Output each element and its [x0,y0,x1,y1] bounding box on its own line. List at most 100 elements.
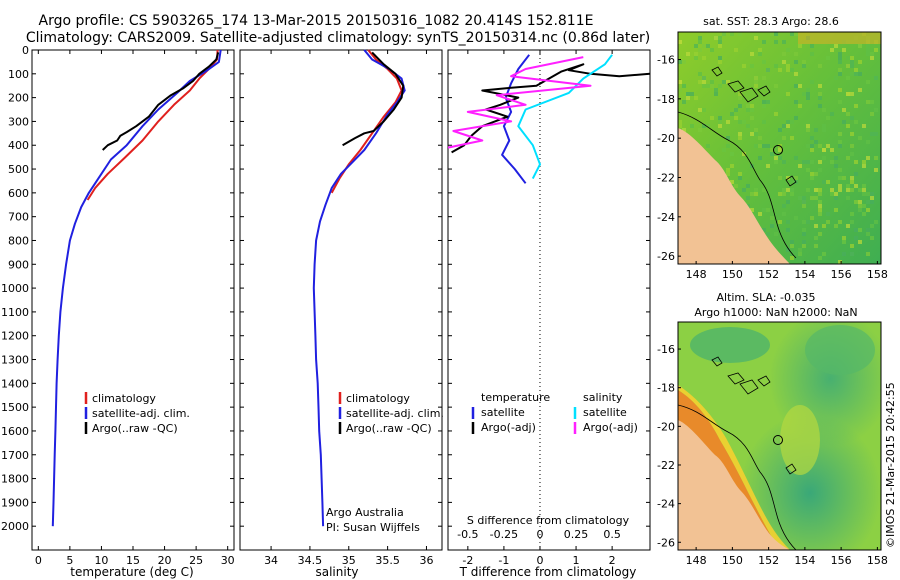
sst-pixel [762,208,766,212]
sst-argo-marker [773,145,783,155]
sst-pixel [802,220,806,224]
sst-pixel [706,144,710,148]
sst-pixel [702,80,706,84]
sst-pixel [870,100,874,104]
sst-pixel [810,216,814,220]
sst-pixel [858,88,862,92]
sst-pixel [818,168,822,172]
sst-pixel [750,64,754,68]
sst-pixel [686,92,690,96]
sst-pixel [766,208,770,212]
sst-pixel [762,76,766,80]
lon-tick-label: 156 [831,554,852,567]
sst-map-title: sat. SST: 28.3 Argo: 28.6 [703,15,839,28]
sst-pixel [814,172,818,176]
lat-tick-label: -20 [657,420,675,433]
sst-pixel [702,108,706,112]
sst-pixel [694,56,698,60]
lat-tick-label: -16 [657,343,675,356]
sst-pixel [798,84,802,88]
x-tick-label: -1 [498,554,509,567]
sst-pixel [750,104,754,108]
sst-pixel [766,232,770,236]
sst-pixel [818,204,822,208]
x-tick-label: 30 [221,554,235,567]
sst-pixel [858,200,862,204]
sst-pixel [866,140,870,144]
sst-pixel [810,148,814,152]
sst-pixel [858,188,862,192]
sst-pixel [814,244,818,248]
sst-pixel [810,172,814,176]
sst-pixel [818,96,822,100]
sst-pixel [802,232,806,236]
sst-pixel [782,52,786,56]
sst-pixel [762,120,766,124]
diff-legend-salinity-title: salinity [583,391,623,404]
sst-pixel [814,224,818,228]
y-tick-label: 1300 [1,354,29,367]
sst-pixel [750,116,754,120]
sst-pixel [738,176,742,180]
sst-pixel [718,36,722,40]
sst-pixel [862,184,866,188]
sst-pixel [786,124,790,128]
sst-pixel [866,80,870,84]
sst-pixel [802,200,806,204]
sst-pixel [854,172,858,176]
sst-pixel [718,84,722,88]
sst-pixel [858,44,862,48]
sla-reefs [711,356,797,475]
sst-pixel [770,32,774,36]
sst-pixel [690,124,694,128]
sst-pixel [874,48,878,52]
sst-pixel [874,220,878,224]
y-tick-label: 300 [8,115,29,128]
sst-pixel [682,128,686,132]
sst-pixel [694,52,698,56]
sst-pixel [794,32,798,36]
sst-pixel [758,144,762,148]
sst-pixel [870,52,874,56]
sst-pixel [826,144,830,148]
sst-pixel [830,148,834,152]
sst-pixel [778,192,782,196]
sst-pixel [874,156,878,160]
sst-pixel [838,72,842,76]
sst-pixel [746,108,750,112]
sst-pixel [694,96,698,100]
sst-pixel [866,228,870,232]
sst-pixel [806,168,810,172]
sst-pixel [838,184,842,188]
sla-map-title-line-2: Argo h1000: NaN h2000: NaN [694,306,857,319]
lat-tick-label: -16 [657,54,675,67]
sst-pixel [754,188,758,192]
s-diff-tick-label: 0 [536,528,543,541]
sst-pixel [734,116,738,120]
s-diff-tick-label: 0.25 [564,528,589,541]
sst-land [678,128,790,264]
sst-pixel [830,160,834,164]
sst-pixel [726,120,730,124]
sst-pixel [746,124,750,128]
diff-legend-t-satellite: satellite [481,406,525,419]
sst-pixel [782,160,786,164]
sst-pixel [850,60,854,64]
series-line-t-argo-adj- [451,63,651,154]
sla-isobath [678,404,797,550]
sst-pixel [866,252,870,256]
sst-pixel [838,168,842,172]
sst-pixel [718,60,722,64]
sst-pixel [806,160,810,164]
sst-pixel [850,180,854,184]
sst-pixel [850,132,854,136]
lat-tick-label: -18 [657,93,675,106]
sst-pixel [774,232,778,236]
sst-pixel [846,224,850,228]
sst-pixel [682,84,686,88]
sst-pixel [678,60,682,64]
sst-pixel [866,48,870,52]
y-tick-label: 900 [8,258,29,271]
lat-tick-label: -26 [657,536,675,549]
y-tick-label: 1200 [1,330,29,343]
